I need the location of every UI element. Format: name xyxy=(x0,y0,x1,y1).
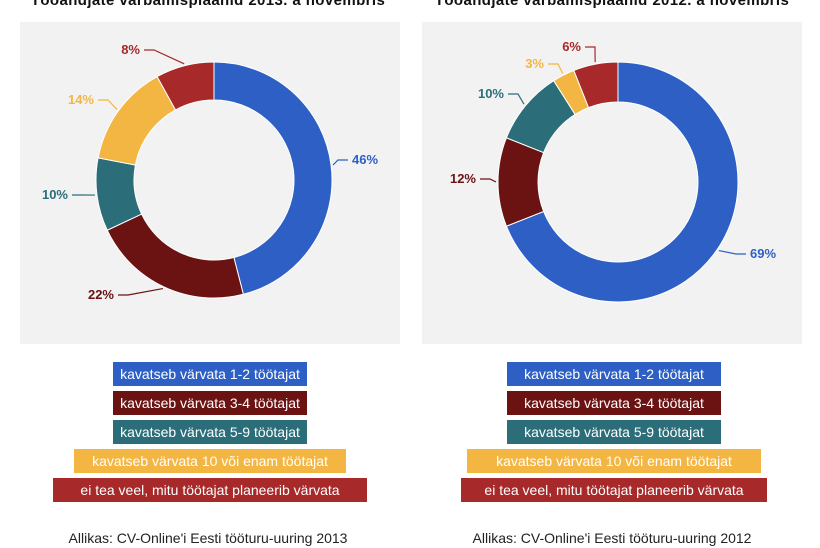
leader-line-3 xyxy=(508,93,525,105)
slice-label-1: 69% xyxy=(750,246,776,261)
legend-item-2: kavatseb värvata 3-4 töötajat xyxy=(507,391,721,415)
leader-line-2 xyxy=(118,287,164,296)
leader-line-5 xyxy=(585,46,596,63)
legend-item-3: kavatseb värvata 5-9 töötajat xyxy=(507,420,721,444)
chart-panel-2013: Tööandjate värbamisplaanid 2013. a novem… xyxy=(12,0,404,548)
source-note: Allikas: CV-Online'i Eesti tööturu-uurin… xyxy=(68,530,348,546)
legend-item-4: kavatseb värvata 10 või enam töötajat xyxy=(467,449,761,473)
slice-label-2: 22% xyxy=(88,287,114,302)
leader-line-1 xyxy=(332,159,348,166)
slice-label-5: 6% xyxy=(562,39,581,54)
source-note: Allikas: CV-Online'i Eesti tööturu-uurin… xyxy=(472,530,752,546)
legend-item-1: kavatseb värvata 1-2 töötajat xyxy=(113,362,307,386)
legend-item-5: ei tea veel, mitu töötajat planeerib vär… xyxy=(461,478,767,502)
legend-item-4: kavatseb värvata 10 või enam töötajat xyxy=(74,449,346,473)
legend-item-5: ei tea veel, mitu töötajat planeerib vär… xyxy=(53,478,367,502)
leader-line-4 xyxy=(98,99,118,110)
slice-label-4: 14% xyxy=(68,92,94,107)
legend-item-2: kavatseb värvata 3-4 töötajat xyxy=(113,391,307,415)
slice-label-5: 8% xyxy=(121,42,140,57)
leader-line-5 xyxy=(144,49,185,65)
legend-item-3: kavatseb värvata 5-9 töötajat xyxy=(113,420,307,444)
donut-chart-2012: 69% 12% 10% 3% 6% xyxy=(450,39,776,303)
slice-5 xyxy=(573,61,619,109)
slice-label-2: 12% xyxy=(450,171,476,186)
slice-4 xyxy=(97,75,177,166)
donut-chart-2013: 46% 22% 10% 14% 8% xyxy=(42,42,378,302)
chart-title: Tööandjate värbamisplaanid 2012. a novem… xyxy=(434,0,790,9)
chart-title: Tööandjate värbamisplaanid 2013. a novem… xyxy=(30,0,386,9)
slice-label-3: 10% xyxy=(478,86,504,101)
slice-label-1: 46% xyxy=(352,152,378,167)
slice-2 xyxy=(497,137,545,227)
slice-label-4: 3% xyxy=(525,56,544,71)
leader-line-2 xyxy=(480,178,497,183)
slice-1 xyxy=(213,61,333,295)
leader-line-4 xyxy=(548,63,564,74)
slice-1 xyxy=(505,61,739,303)
slice-label-3: 10% xyxy=(42,187,68,202)
chart-panel-2012: Tööandjate värbamisplaanid 2012. a novem… xyxy=(414,0,810,548)
slice-2 xyxy=(106,213,244,299)
leader-line-1 xyxy=(718,249,746,255)
slice-5 xyxy=(156,61,215,111)
legend-item-1: kavatseb värvata 1-2 töötajat xyxy=(507,362,721,386)
